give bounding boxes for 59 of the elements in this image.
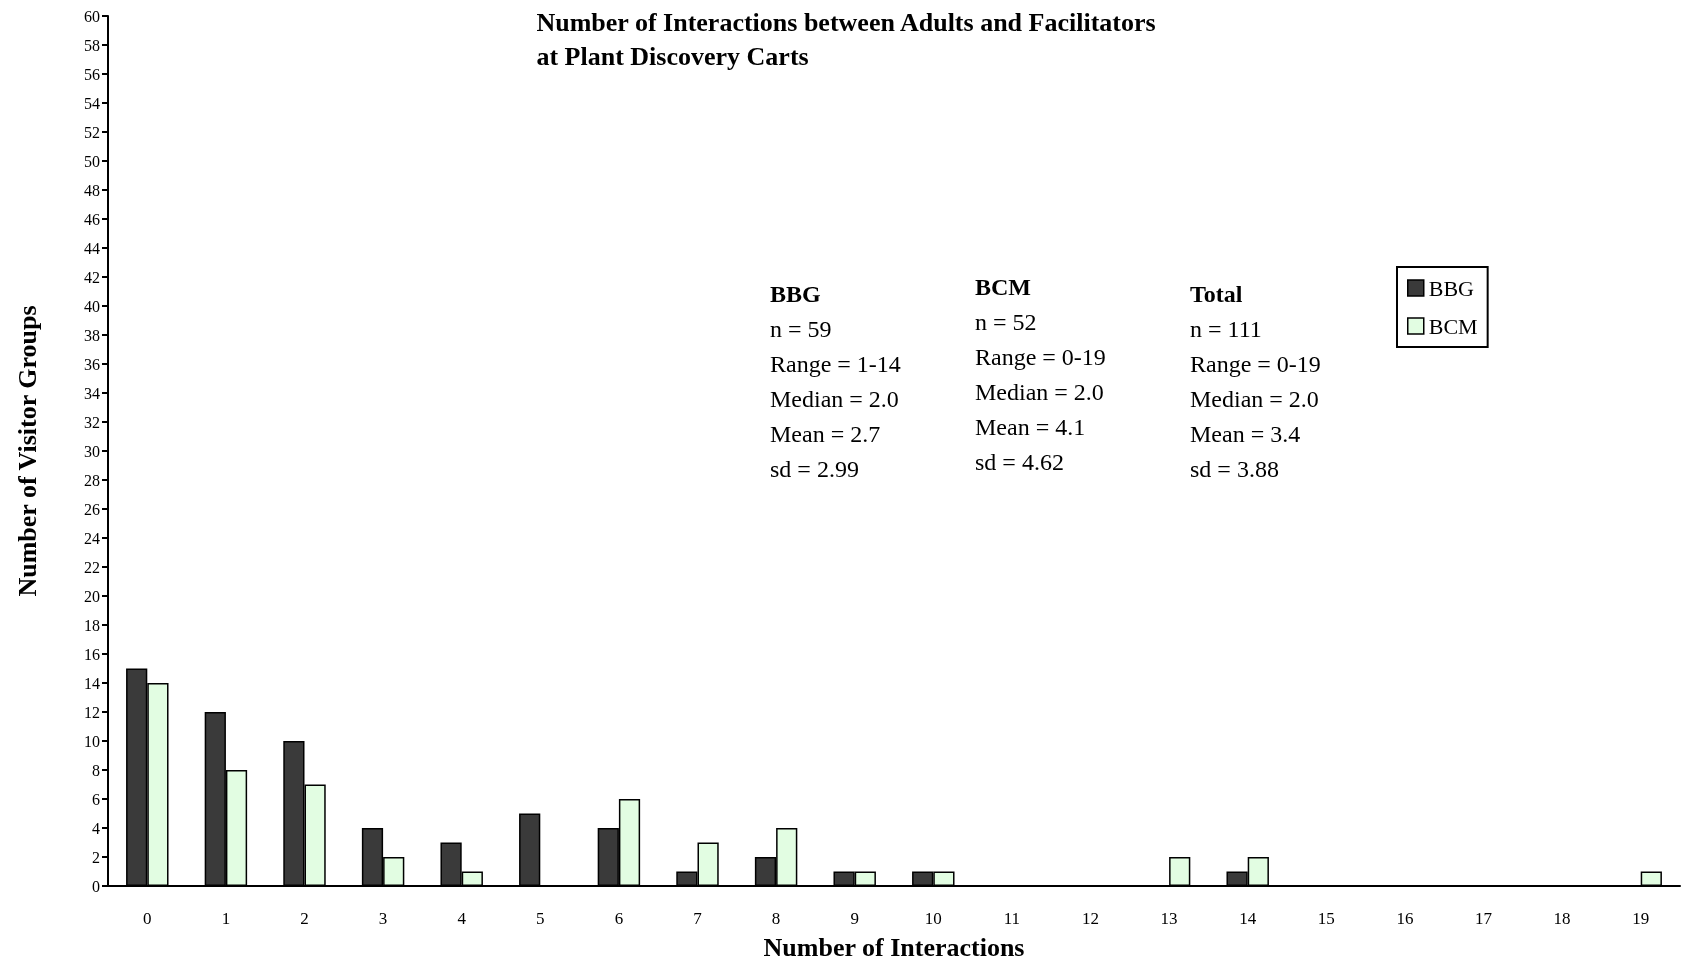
y-tick-label: 52	[84, 123, 100, 141]
y-tick-label: 50	[84, 152, 100, 170]
y-tick-label: 48	[84, 181, 100, 199]
annotation: Total n = 111 Range = 0-19 Median = 2.0 Mean = 3.4 sd = 3.88	[1190, 281, 1321, 482]
y-tick-label: 26	[84, 500, 100, 518]
annotation: BCM n = 52 Range = 0-19 Median = 2.0 Mean = 4.1 sd = 4.62	[975, 274, 1106, 475]
x-tick-label: 3	[378, 909, 388, 928]
y-tick-label: 30	[84, 442, 100, 460]
y-tick-label: 6	[92, 790, 100, 808]
x-axis-title: Number of Interactions	[763, 932, 1025, 962]
y-tick-label: 42	[84, 268, 100, 286]
x-tick-label: 18	[1553, 909, 1571, 928]
x-tick-label: 7	[693, 909, 703, 928]
y-tick-label: 60	[84, 7, 100, 25]
x-tick-label: 2	[300, 909, 309, 928]
x-tick-label: 16	[1396, 909, 1414, 928]
y-tick-label: 34	[84, 384, 100, 402]
y-tick-label: 32	[84, 413, 100, 431]
x-tick-label: 5	[536, 909, 545, 928]
x-tick-label: 19	[1632, 909, 1650, 928]
x-tick-label: 0	[143, 909, 152, 928]
x-tick-label: 17	[1475, 909, 1493, 928]
x-tick-label: 4	[457, 909, 467, 928]
x-tick-label: 1	[221, 909, 231, 928]
y-tick-label: 16	[84, 645, 100, 663]
y-tick-label: 10	[84, 732, 100, 750]
y-tick-label: 0	[92, 877, 100, 895]
x-tick-label: 13	[1160, 909, 1178, 928]
x-tick-label: 14	[1239, 909, 1257, 928]
y-tick-label: 18	[84, 616, 100, 634]
y-tick-label: 36	[84, 355, 100, 373]
y-tick-label: 14	[84, 674, 100, 692]
x-tick-label: 6	[614, 909, 624, 928]
y-tick-label: 28	[84, 471, 100, 489]
y-tick-label: 2	[92, 848, 100, 866]
y-tick-label: 40	[84, 297, 100, 315]
x-tick-label: 15	[1317, 909, 1335, 928]
annotation: BBG n = 59 Range = 1-14 Median = 2.0 Mean = 2.7 sd = 2.99	[770, 281, 901, 482]
y-tick-label: 22	[84, 558, 100, 576]
x-tick-label: 12	[1082, 909, 1099, 928]
x-tick-label: 8	[771, 909, 781, 928]
chart-title: Number of Interactions between Adults and Facilitators at Plant Discovery Carts	[536, 7, 1156, 71]
x-tick-label: 10	[924, 909, 942, 928]
y-tick-label: 54	[84, 94, 100, 112]
y-tick-label: 4	[92, 819, 100, 837]
x-tick-label: 11	[1003, 909, 1021, 928]
y-tick-label: 56	[84, 65, 100, 83]
legend-label: BCM	[1428, 313, 1478, 339]
y-tick-label: 58	[84, 36, 100, 54]
y-tick-label: 24	[84, 529, 100, 547]
y-axis-title: Number of Visitor Groups	[12, 305, 42, 597]
y-tick-label: 38	[84, 326, 100, 344]
y-tick-label: 44	[84, 239, 100, 257]
y-tick-label: 12	[84, 703, 100, 721]
y-tick-label: 8	[92, 761, 100, 779]
y-tick-label: 46	[84, 210, 100, 228]
legend-label: BBG	[1428, 275, 1475, 301]
x-tick-label: 9	[850, 909, 859, 928]
y-tick-label: 20	[84, 587, 100, 605]
